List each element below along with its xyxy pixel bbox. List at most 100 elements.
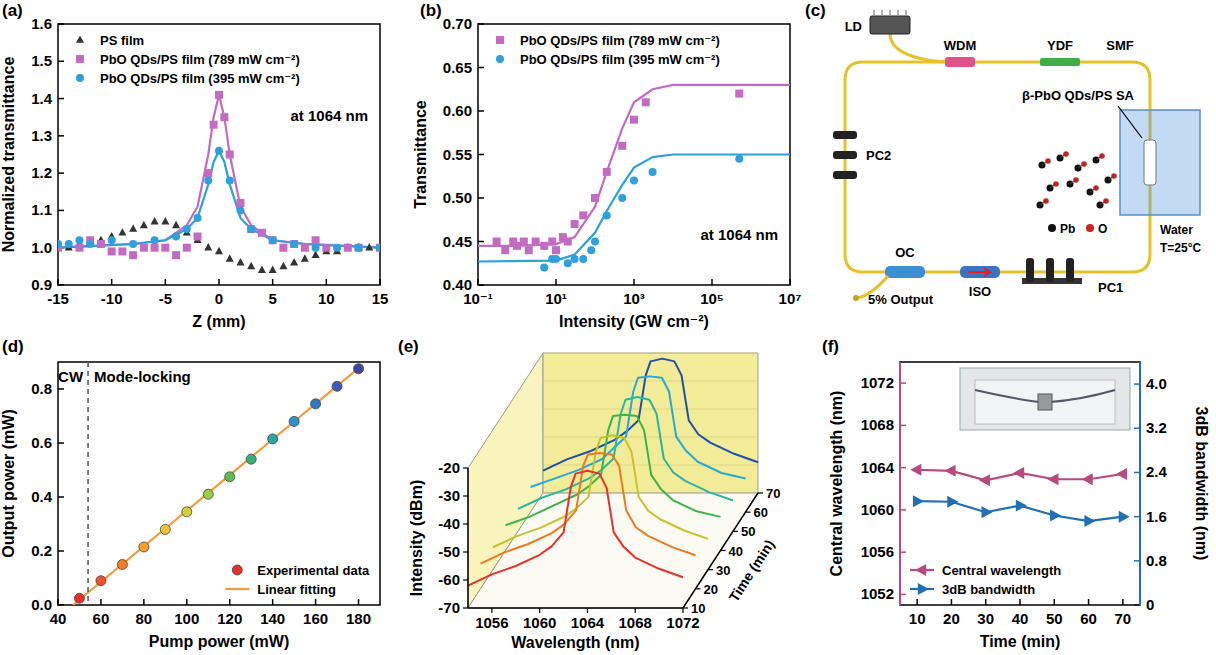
data-point [96, 576, 106, 586]
data-point [642, 98, 650, 106]
data-point [74, 593, 84, 603]
laser-diode [870, 16, 910, 34]
bond [1108, 176, 1114, 180]
data-point [290, 258, 298, 265]
data-point [204, 169, 212, 177]
data-point [618, 194, 626, 202]
x-tick [682, 608, 683, 613]
y-title: Output power (mW) [0, 409, 17, 557]
x-tick-label: 1064 [571, 614, 605, 631]
plot-frame [58, 24, 380, 285]
x-title: Intensity (GW cm⁻²) [559, 313, 709, 330]
x-tick [315, 599, 317, 605]
spectrum [468, 471, 683, 586]
x-tick-label: 40 [50, 610, 67, 627]
ydf [1040, 58, 1080, 66]
data-point [236, 258, 244, 265]
pc1-paddle [1026, 258, 1034, 282]
y-tick-label: 0.70 [443, 15, 472, 32]
x-title: Time (min) [980, 633, 1061, 650]
data-point [564, 259, 572, 267]
x-tick-label: 10⁵ [700, 290, 724, 307]
y-tick-label: 1068 [861, 416, 894, 433]
z-tick-label: 40 [729, 544, 743, 559]
y-tick-label: 0.40 [443, 276, 472, 293]
data-point [75, 236, 83, 244]
y-tick-label: 1064 [861, 459, 895, 476]
pc2-paddle [833, 151, 857, 159]
data-point [247, 262, 255, 269]
data-point [226, 151, 234, 159]
bond [1050, 184, 1056, 188]
y-tick [58, 98, 64, 100]
pump-fiber [890, 34, 950, 62]
y-tick-label: 0.65 [443, 59, 472, 76]
data-point [579, 255, 587, 263]
data-point [591, 194, 599, 202]
y-tick-label: 0.55 [443, 146, 472, 163]
z-tick [746, 512, 751, 513]
panel: (a)-15-10-50510150.91.01.11.21.31.41.51.… [0, 1, 388, 330]
y-tick [58, 61, 64, 63]
x-tick-label: 160 [303, 610, 328, 627]
z-tick-label: 60 [754, 505, 768, 520]
y-tick-label: 1.5 [31, 52, 52, 69]
legend-marker [918, 583, 929, 595]
data-point [97, 240, 105, 248]
data-point [552, 246, 560, 254]
component-label: 5% Output [868, 292, 934, 307]
x-tick [1054, 599, 1056, 605]
y-title: Intensity (dBm) [408, 480, 425, 596]
panel-letter: (c) [805, 1, 826, 20]
y-tick-label: 1.2 [31, 164, 52, 181]
pc2-paddle [833, 131, 857, 139]
legend: Central wavelength3dB bandwidth [910, 563, 1061, 597]
plot-frame [58, 362, 380, 605]
spectrum [506, 415, 721, 526]
laser-cavity-diagram: (c)PbOLDWDMYDFSMFβ-PbO QDs/PS SAWaterT=2… [805, 1, 1201, 307]
pb-key [1048, 224, 1056, 232]
y-tick-label: 0.60 [443, 102, 472, 119]
legend-marker [496, 55, 504, 63]
x-tick [1122, 599, 1124, 605]
pointer [1118, 106, 1142, 138]
data-point [1119, 511, 1130, 523]
component-label: OC [895, 245, 915, 260]
data-point [172, 221, 180, 228]
data-point [618, 142, 626, 150]
y-tick [478, 110, 484, 112]
x-tick-label: 100 [174, 610, 199, 627]
y2-tick-label: 0 [1146, 596, 1154, 613]
data-point [376, 244, 380, 252]
x-tick [491, 608, 492, 613]
legend-label: Central wavelength [942, 563, 1061, 578]
data-point [182, 507, 192, 517]
y2-tick-label: 3.2 [1146, 419, 1167, 436]
panel-letter: (a) [2, 1, 23, 20]
y-axis [467, 468, 469, 608]
data-point [117, 560, 127, 570]
x-tick [272, 279, 274, 285]
z-tick [696, 588, 701, 589]
y-tick [58, 172, 64, 174]
saturable-absorber [1144, 140, 1156, 185]
annotation: CW [58, 368, 84, 385]
y-tick [58, 210, 64, 212]
data-point [945, 465, 956, 477]
data-point [269, 236, 277, 244]
x-title: Pump power (mW) [149, 633, 289, 650]
y-tick [478, 241, 484, 243]
x-tick-label: 120 [217, 610, 242, 627]
legend-label: Experimental data [257, 563, 370, 578]
threshold-line [87, 362, 89, 605]
data-point [312, 244, 320, 252]
x-axis [468, 607, 683, 609]
atom-label: O [1098, 222, 1107, 236]
y-title: Normalized transmittance [0, 57, 17, 253]
data-point [258, 229, 266, 237]
data-point [203, 489, 213, 499]
x-tick-label: 40 [1012, 610, 1029, 627]
data-point [129, 251, 137, 259]
o-key [1086, 224, 1094, 232]
x-tick-label: -10 [101, 290, 123, 307]
